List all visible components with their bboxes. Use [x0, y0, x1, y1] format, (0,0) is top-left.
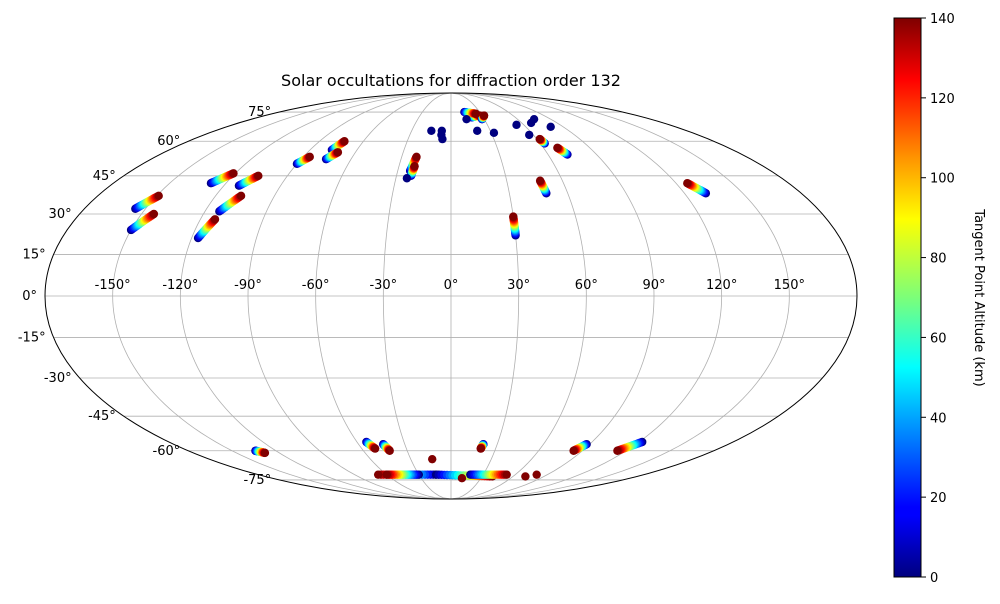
occultation-point: [532, 470, 541, 479]
occultation-point: [428, 454, 437, 464]
latitude-tick-labels: -75° -60° -45° -30° -15° 0° 15° 30° 45° 60° 75°: [18, 105, 271, 488]
colorbar-tick-label: 140: [930, 12, 955, 27]
occultation-point: [683, 179, 692, 188]
occultation-point: [229, 169, 238, 178]
occultation-point: [473, 126, 482, 135]
latitude-tick-label: 0°: [22, 289, 37, 304]
occultation-point: [535, 134, 544, 144]
occultation-point: [149, 209, 159, 219]
occultation-point: [457, 474, 467, 483]
longitude-tick-label: 0°: [444, 278, 459, 293]
latitude-tick-label: -45°: [88, 409, 116, 424]
meridian-gridline: [382, 93, 452, 499]
occultation-point: [569, 446, 578, 455]
longitude-tick-labels: -150° -120° -90° -60° -30° 0° 30° 60° 90° 120° 150…: [95, 278, 805, 293]
colorbar-tick-label: 20: [930, 491, 947, 506]
latitude-tick-label: 60°: [157, 134, 180, 149]
occultation-point: [546, 122, 555, 131]
occultation-point: [154, 191, 163, 201]
occultation-point: [260, 448, 270, 458]
colorbar-tick-label: 40: [930, 411, 947, 426]
occultation-point: [502, 470, 511, 479]
latitude-tick-label: -30°: [44, 371, 72, 386]
occultation-point: [254, 171, 263, 181]
occultation-point: [412, 152, 421, 162]
colorbar-tick-label: 100: [930, 172, 955, 187]
occultation-point: [340, 137, 349, 146]
occultation-point: [236, 191, 246, 201]
longitude-tick-label: 150°: [774, 278, 805, 293]
occultation-point: [489, 128, 499, 138]
colorbar-tick-label: 120: [930, 92, 955, 107]
occultation-point: [525, 130, 534, 140]
colorbar-gradient: [893, 17, 922, 578]
graticule: [45, 93, 857, 499]
occultation-point: [553, 143, 562, 152]
meridian-gridline: [450, 93, 790, 499]
longitude-tick-label: 60°: [575, 278, 598, 293]
occultation-point: [529, 114, 539, 124]
occultation-point: [462, 114, 471, 124]
longitude-tick-label: 120°: [706, 278, 737, 293]
latitude-tick-label: 30°: [49, 207, 72, 222]
occultation-point: [479, 111, 489, 120]
longitude-tick-label: -150°: [95, 278, 131, 293]
longitude-tick-label: -90°: [234, 278, 262, 293]
occultation-point: [512, 120, 521, 130]
longitude-tick-label: 30°: [507, 278, 530, 293]
colorbar-ticks: 0 20 40 60 80 100 120 140: [921, 12, 955, 586]
meridian-gridline: [315, 93, 452, 499]
occultation-point: [370, 444, 380, 453]
occultation-point: [427, 126, 436, 135]
colorbar-tick-label: 60: [930, 331, 947, 346]
occultation-point: [535, 176, 545, 185]
longitude-tick-label: 90°: [642, 278, 665, 293]
occultation-points: [126, 107, 711, 483]
colorbar-tick-label: 0: [930, 571, 938, 586]
chart-title: Solar occultations for diffraction order…: [281, 71, 621, 90]
occultation-point: [382, 470, 391, 479]
longitude-tick-label: -60°: [302, 278, 330, 293]
occultation-point: [410, 161, 419, 171]
occultation-point: [385, 446, 394, 455]
longitude-tick-label: -30°: [369, 278, 397, 293]
occultation-point: [438, 134, 447, 144]
meridian-gridline: [247, 93, 452, 499]
latitude-tick-label: 15°: [23, 247, 46, 262]
colorbar: 0 20 40 60 80 100 120 140 Tangent Point Altitud…: [893, 12, 986, 586]
occultation-point: [305, 152, 314, 162]
meridian-gridline: [112, 93, 452, 499]
occultation-point: [333, 148, 343, 157]
occultation-point: [373, 470, 383, 479]
occultation-point: [509, 212, 518, 221]
meridian-gridline: [179, 93, 452, 499]
latitude-tick-label: 45°: [93, 169, 116, 184]
longitude-tick-label: -120°: [162, 278, 198, 293]
latitude-tick-label: -60°: [153, 444, 181, 459]
occultation-point: [613, 446, 622, 455]
colorbar-label: Tangent Point Altitude (km): [971, 208, 986, 386]
latitude-tick-label: -15°: [18, 331, 46, 346]
occultation-point: [471, 109, 481, 118]
occultation-point: [521, 472, 530, 481]
map-boundary: [44, 92, 858, 500]
meridian-gridline: [450, 93, 520, 499]
latitude-tick-label: -75°: [243, 473, 271, 488]
occultation-point: [210, 215, 220, 224]
occultation-point: [402, 174, 412, 183]
latitude-tick-label: 75°: [248, 105, 271, 120]
colorbar-tick-label: 80: [930, 252, 947, 267]
occultation-point: [476, 444, 485, 453]
